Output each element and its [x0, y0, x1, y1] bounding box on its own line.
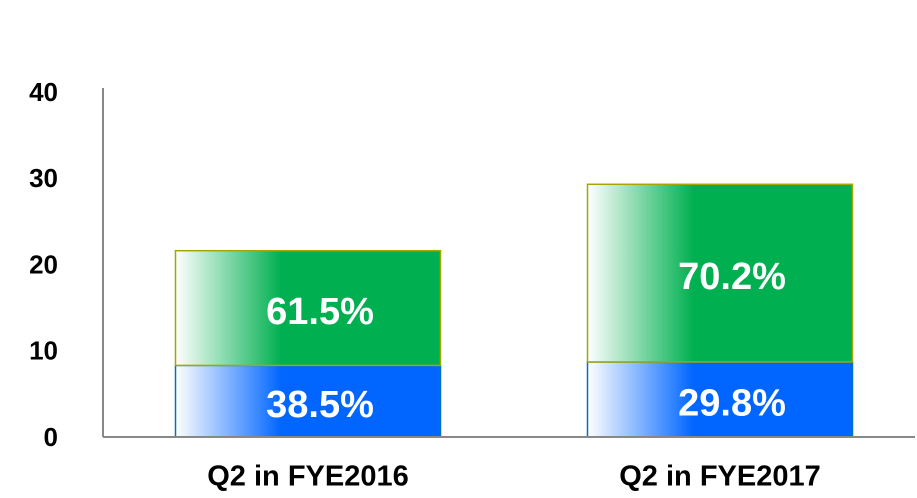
data-label: 29.8%: [678, 383, 786, 425]
x-tick-label: Q2 in FYE2016: [207, 461, 409, 493]
y-tick-label: 30: [29, 163, 58, 193]
data-label: 61.5%: [266, 291, 374, 333]
data-label: 70.2%: [678, 256, 786, 298]
x-tick-label: Q2 in FYE2017: [619, 461, 821, 493]
bar-segment: [174, 249, 442, 367]
y-tick-label: 0: [44, 422, 58, 452]
y-tick-label: 40: [29, 77, 58, 107]
y-tick-label: 10: [29, 336, 58, 366]
y-tick-label: 20: [29, 249, 58, 279]
bar-segment: [586, 183, 854, 363]
data-label: 38.5%: [266, 384, 374, 426]
